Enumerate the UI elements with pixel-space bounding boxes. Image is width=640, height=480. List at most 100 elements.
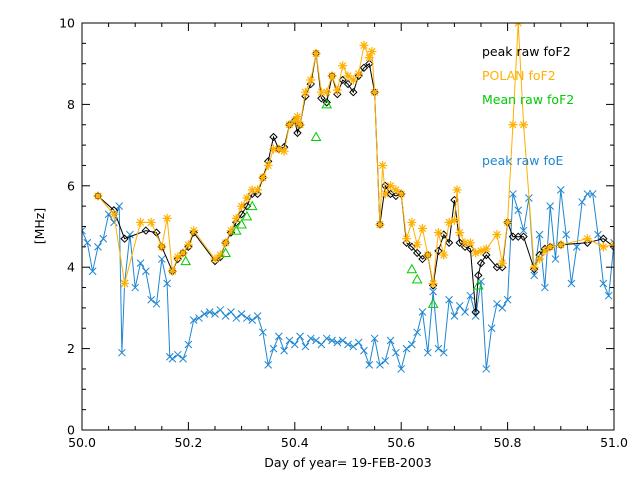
x-marker bbox=[163, 279, 171, 288]
x-marker bbox=[248, 316, 257, 324]
x-marker bbox=[509, 190, 517, 198]
diamond-marker bbox=[359, 63, 369, 72]
x-marker bbox=[360, 346, 368, 355]
star-marker bbox=[322, 87, 332, 97]
star-marker bbox=[359, 40, 369, 50]
triangle-marker bbox=[246, 200, 258, 211]
star-marker bbox=[237, 201, 247, 211]
star-marker bbox=[535, 254, 545, 264]
x-marker bbox=[126, 230, 134, 239]
series-peak-raw-foe bbox=[82, 186, 614, 373]
x-marker bbox=[312, 336, 320, 345]
star-marker bbox=[492, 230, 502, 240]
x-marker bbox=[354, 338, 363, 347]
diamond-marker bbox=[184, 242, 193, 252]
y-tick-label: 2 bbox=[67, 341, 75, 356]
x-marker bbox=[567, 279, 576, 288]
x-marker bbox=[221, 312, 230, 320]
diamond-marker bbox=[237, 210, 246, 219]
star-marker bbox=[300, 87, 310, 97]
x-marker bbox=[115, 202, 124, 211]
star-marker bbox=[247, 185, 257, 195]
x-marker bbox=[211, 310, 219, 318]
x-marker bbox=[83, 238, 92, 247]
star-marker bbox=[274, 144, 284, 154]
star-marker bbox=[529, 262, 539, 272]
star-marker bbox=[210, 254, 220, 264]
x-marker bbox=[290, 340, 299, 349]
triangle-marker bbox=[472, 279, 484, 290]
x-marker bbox=[407, 340, 416, 349]
star-marker bbox=[269, 144, 279, 154]
x-marker bbox=[482, 365, 491, 373]
x-marker bbox=[540, 283, 549, 292]
x-marker bbox=[599, 279, 608, 288]
star-marker bbox=[375, 219, 385, 229]
triangle-marker bbox=[230, 225, 242, 235]
x-marker bbox=[413, 328, 422, 337]
star-marker bbox=[452, 185, 462, 195]
star-marker bbox=[508, 120, 518, 130]
star-marker bbox=[258, 173, 268, 183]
x-marker bbox=[402, 344, 411, 353]
star-marker bbox=[215, 250, 225, 260]
x-marker bbox=[94, 242, 102, 251]
star-marker bbox=[167, 266, 177, 276]
star-marker bbox=[582, 234, 592, 244]
diamond-marker bbox=[210, 256, 220, 266]
series-mean-raw-fof2 bbox=[180, 98, 484, 308]
star-marker bbox=[316, 87, 326, 97]
diamond-marker bbox=[317, 94, 326, 103]
star-marker bbox=[455, 228, 465, 238]
triangle-marker bbox=[427, 298, 439, 308]
star-marker bbox=[338, 61, 348, 71]
x-marker bbox=[168, 354, 177, 363]
diamond-marker bbox=[141, 226, 151, 235]
star-marker bbox=[221, 238, 231, 248]
star-marker bbox=[292, 112, 302, 122]
y-tick-label: 4 bbox=[67, 260, 75, 275]
x-marker bbox=[322, 334, 331, 343]
x-marker bbox=[99, 234, 108, 243]
diamond-marker bbox=[322, 98, 331, 107]
diamond-marker bbox=[407, 242, 417, 252]
x-marker bbox=[434, 344, 443, 353]
diamond-marker bbox=[269, 132, 278, 142]
diamond-marker bbox=[428, 281, 438, 290]
diamond-marker bbox=[242, 201, 252, 211]
x-marker bbox=[136, 259, 145, 267]
star-marker bbox=[503, 217, 513, 227]
star-marker bbox=[178, 248, 188, 258]
star-marker bbox=[402, 234, 412, 244]
triangle-marker bbox=[236, 218, 247, 229]
x-marker bbox=[200, 310, 209, 318]
x-marker bbox=[466, 291, 475, 300]
axes-layer: 50.0 50.2 50.4 50.6 50.8 51.0 0 2 4 6 8 10 Day of ye… bbox=[32, 16, 628, 471]
x-marker bbox=[259, 328, 267, 337]
x-marker bbox=[556, 186, 565, 194]
y-axis-label: [MHz] bbox=[32, 208, 47, 245]
x-marker bbox=[237, 310, 246, 318]
series-polan-fof2 bbox=[93, 23, 614, 288]
x-marker bbox=[546, 202, 555, 211]
star-marker bbox=[364, 53, 374, 63]
x-tick-label: 50.6 bbox=[387, 435, 415, 450]
x-marker bbox=[296, 332, 304, 341]
x-marker bbox=[450, 312, 459, 320]
x-marker bbox=[365, 361, 374, 369]
x-marker bbox=[397, 365, 406, 373]
x-marker bbox=[269, 344, 278, 353]
x-marker bbox=[253, 312, 262, 320]
x-tick-label: 50.4 bbox=[281, 435, 309, 450]
x-tick-label: 50.0 bbox=[68, 435, 96, 450]
diamond-marker bbox=[476, 258, 486, 268]
star-marker bbox=[279, 146, 289, 156]
x-marker bbox=[439, 348, 448, 357]
star-marker bbox=[146, 217, 156, 227]
x-marker bbox=[503, 295, 512, 304]
star-marker bbox=[284, 120, 294, 130]
diamond-marker bbox=[439, 230, 448, 239]
x-marker bbox=[189, 316, 198, 324]
star-marker bbox=[407, 217, 417, 227]
